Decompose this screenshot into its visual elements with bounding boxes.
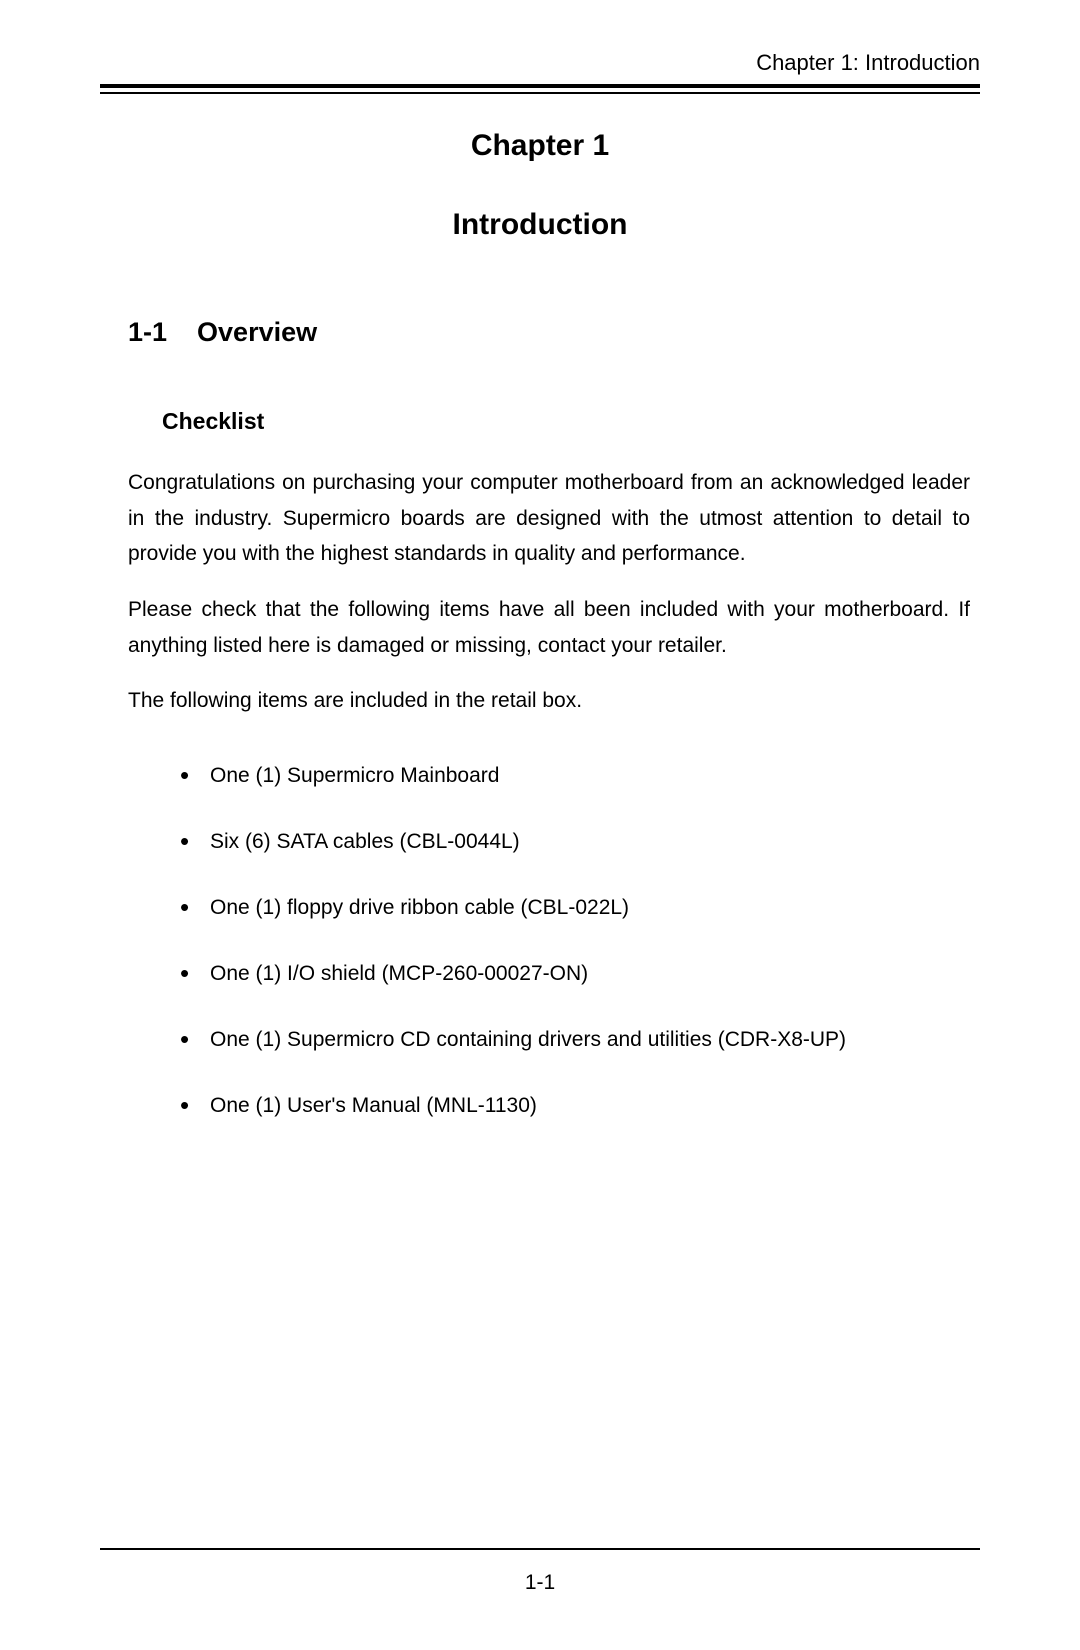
paragraph-3: The following items are included in the … bbox=[128, 683, 970, 719]
checklist: One (1) Supermicro Mainboard Six (6) SAT… bbox=[180, 764, 980, 1118]
subsection-heading: Checklist bbox=[162, 408, 980, 435]
section-heading: 1-1 Overview bbox=[128, 317, 980, 348]
header-rule bbox=[100, 84, 980, 94]
list-item: One (1) I/O shield (MCP-260-00027-ON) bbox=[180, 962, 980, 986]
list-item: One (1) Supermicro CD containing drivers… bbox=[180, 1028, 980, 1052]
list-item: One (1) User's Manual (MNL-1130) bbox=[180, 1094, 980, 1118]
header-text: Chapter 1: Introduction bbox=[100, 50, 980, 76]
footer-rule bbox=[100, 1548, 980, 1550]
list-item: One (1) floppy drive ribbon cable (CBL-0… bbox=[180, 896, 980, 920]
paragraph-2: Please check that the following items ha… bbox=[128, 592, 970, 663]
list-item: One (1) Supermicro Mainboard bbox=[180, 764, 980, 788]
list-item: Six (6) SATA cables (CBL-0044L) bbox=[180, 830, 980, 854]
page-number: 1-1 bbox=[0, 1571, 1080, 1595]
section-title: Overview bbox=[197, 317, 317, 347]
section-number: 1-1 bbox=[128, 317, 167, 347]
chapter-title: Introduction bbox=[100, 208, 980, 242]
paragraph-1: Congratulations on purchasing your compu… bbox=[128, 465, 970, 572]
chapter-label: Chapter 1 bbox=[100, 129, 980, 163]
